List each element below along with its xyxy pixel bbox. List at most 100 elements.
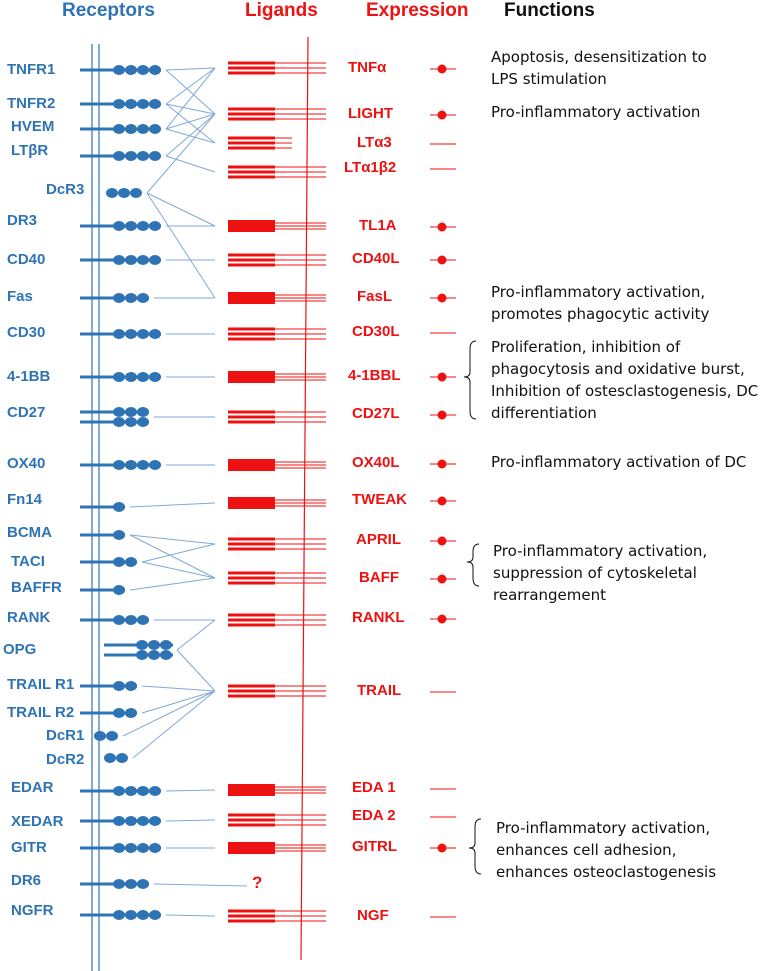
receptor-label-fn14: Fn14 — [7, 491, 43, 508]
receptor-domain-cd30-4 — [149, 329, 161, 339]
receptor-domain-4-1bb-1 — [113, 372, 125, 382]
receptor-domain-dr3-2 — [125, 221, 137, 231]
receptor-domain-dcr1-2 — [106, 731, 118, 741]
receptor-label-trail-r2: TRAIL R2 — [7, 704, 75, 721]
receptor-domain-ltbr-3 — [137, 151, 149, 161]
receptor-label-ltbr: LTβR — [11, 142, 49, 159]
interaction-line-bcma-baff — [129, 534, 216, 579]
interaction-line-opg-trail — [176, 649, 216, 692]
ligand-label-fasl: FasL — [357, 288, 393, 305]
receptor-domain-tnfr1-2 — [125, 65, 137, 75]
receptor-domain-tnfr2-1 — [113, 99, 125, 109]
receptor-domain-4-1bb-4 — [149, 372, 161, 382]
receptor-domain-cd27-1-1 — [113, 407, 125, 417]
ligand-label-tnfa: TNFα — [348, 59, 387, 76]
function-text-1-line-1: Apoptosis, desensitization to — [491, 48, 707, 66]
receptor-label-tnfr1: TNFR1 — [7, 61, 56, 78]
receptor-domain-xedar-4 — [149, 816, 161, 826]
function-text-5-line-1: Pro-inflammatory activation of DC — [491, 453, 747, 471]
receptor-domain-opg-2-2 — [148, 650, 160, 660]
receptor-domain-xedar-1 — [113, 816, 125, 826]
receptor-domain-ox40-2 — [125, 460, 137, 470]
interaction-line-tnfr1-tnfa — [165, 67, 216, 71]
receptor-domain-xedar-2 — [125, 816, 137, 826]
interaction-line-hvem-tnfa — [165, 67, 216, 130]
expression-dot-cd40l — [437, 255, 447, 265]
expression-dot-baff — [437, 574, 447, 584]
receptor-label-baffr: BAFFR — [11, 579, 62, 596]
ligand-axis-line — [300, 36, 309, 961]
ligand-label-rankl: RANKL — [352, 609, 405, 626]
receptor-domain-dcr2-2 — [116, 753, 128, 763]
receptor-domain-dr3-3 — [137, 221, 149, 231]
receptor-label-4-1bb: 4-1BB — [7, 368, 51, 385]
receptor-domain-hvem-4 — [149, 124, 161, 134]
function-text-6-line-2: suppression of cytoskeletal — [493, 564, 697, 582]
receptor-domain-baffr-1 — [113, 585, 125, 595]
receptor-domain-xedar-3 — [137, 816, 149, 826]
ligand-label-ngf: NGF — [357, 907, 389, 924]
receptor-domain-opg-1-1 — [136, 640, 148, 650]
receptor-domain-dcr3-2 — [118, 188, 130, 198]
receptor-domain-tnfr2-4 — [149, 99, 161, 109]
interaction-line-taci-baff — [141, 561, 216, 579]
receptor-label-dcr1: DcR1 — [46, 727, 85, 744]
expression-dot-april — [437, 536, 447, 546]
receptor-label-xedar: XEDAR — [11, 813, 64, 830]
ligand-label-tweak: TWEAK — [352, 491, 407, 508]
ligand-label-light: LIGHT — [348, 105, 393, 122]
receptor-label-edar: EDAR — [11, 779, 54, 796]
receptor-domain-cd30-2 — [125, 329, 137, 339]
interaction-line-bcma-april — [129, 534, 216, 545]
receptor-label-dr6: DR6 — [11, 872, 42, 889]
receptor-domain-ox40-3 — [137, 460, 149, 470]
receptor-domain-fas-2 — [125, 293, 137, 303]
receptor-domain-tnfr2-2 — [125, 99, 137, 109]
receptor-domain-4-1bb-3 — [137, 372, 149, 382]
interaction-line-trail-r2-trail — [141, 690, 216, 714]
receptor-domain-dcr3-3 — [130, 188, 142, 198]
interaction-line-hvem-light — [165, 113, 216, 130]
interaction-line-taci-april — [141, 543, 216, 563]
receptor-label-fas: Fas — [7, 288, 33, 305]
interaction-line-dr6- — [153, 883, 248, 887]
receptor-domain-dcr1-1 — [94, 731, 106, 741]
ligand-label-tl1a: TL1A — [359, 217, 397, 234]
expression-dot-4-1bbl — [437, 372, 447, 382]
receptor-domain-cd30-1 — [113, 329, 125, 339]
interaction-line-edar-eda-1 — [165, 789, 216, 792]
ligand-bar-4-1bbl — [228, 371, 275, 383]
function-text-6-line-3: rearrangement — [493, 586, 607, 604]
receptor-domain-dr6-2 — [125, 879, 137, 889]
receptor-domain-opg-1-2 — [136, 650, 148, 660]
interaction-line-dcr1-trail — [122, 690, 216, 737]
receptor-domain-ngfr-1 — [113, 910, 125, 920]
receptor-label-taci: TACI — [11, 553, 45, 570]
receptor-domain-hvem-3 — [137, 124, 149, 134]
receptor-domain-cd27-2-1 — [125, 407, 137, 417]
receptor-domain-rank-1 — [113, 615, 125, 625]
receptor-domain-trail-r2-1 — [113, 708, 125, 718]
expression-dot-gitrl — [437, 843, 447, 853]
interaction-line-opg-rankl — [176, 619, 216, 651]
receptor-domain-ltbr-1 — [113, 151, 125, 161]
receptor-label-dr3: DR3 — [7, 212, 38, 229]
receptor-domain-ox40-4 — [149, 460, 161, 470]
function-bracket-2 — [466, 543, 480, 587]
receptor-domain-opg-3-1 — [160, 640, 172, 650]
receptor-domain-ngfr-4 — [149, 910, 161, 920]
unknown-ligand-label: ? — [252, 873, 263, 892]
interaction-line-dcr3-fasl — [146, 192, 216, 299]
receptor-domain-cd40-1 — [113, 255, 125, 265]
receptor-domain-dcr3-1 — [106, 188, 118, 198]
expression-dot-tl1a — [437, 222, 447, 232]
ligand-label-cd30l: CD30L — [352, 323, 400, 340]
receptor-label-bcma: BCMA — [7, 524, 52, 541]
ligand-label-lta3: LTα3 — [357, 134, 392, 151]
receptor-label-tnfr2: TNFR2 — [7, 95, 56, 112]
receptor-label-opg: OPG — [3, 641, 37, 658]
receptor-domain-dr3-4 — [149, 221, 161, 231]
ligand-bar-eda-1 — [228, 784, 275, 796]
